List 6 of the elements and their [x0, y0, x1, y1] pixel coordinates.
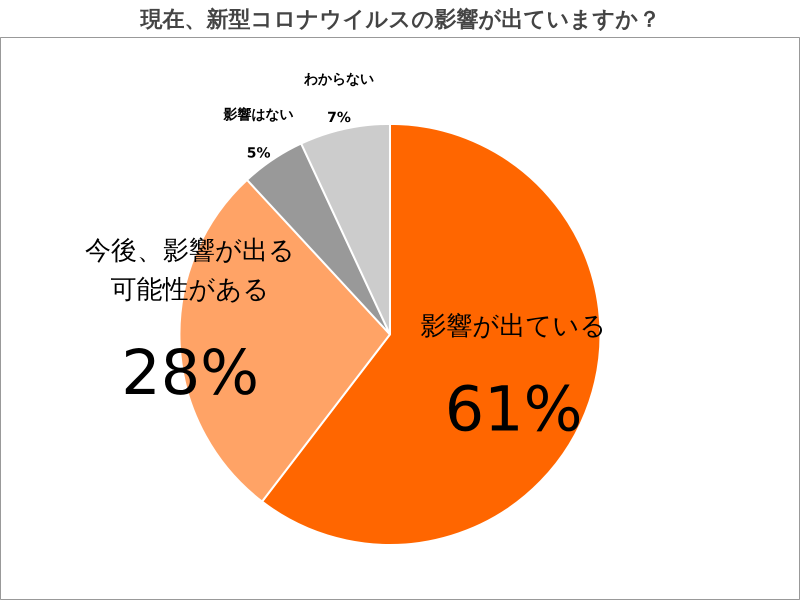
- data-label: 7%: [327, 110, 351, 126]
- data-label: 5%: [246, 145, 270, 162]
- chart-title: 現在、新型コロナウイルスの影響が出ていますか？: [140, 6, 660, 32]
- slice-label: 影響はない: [222, 106, 294, 123]
- data-label: 61%: [444, 372, 583, 446]
- slice-label: わからない: [303, 72, 374, 88]
